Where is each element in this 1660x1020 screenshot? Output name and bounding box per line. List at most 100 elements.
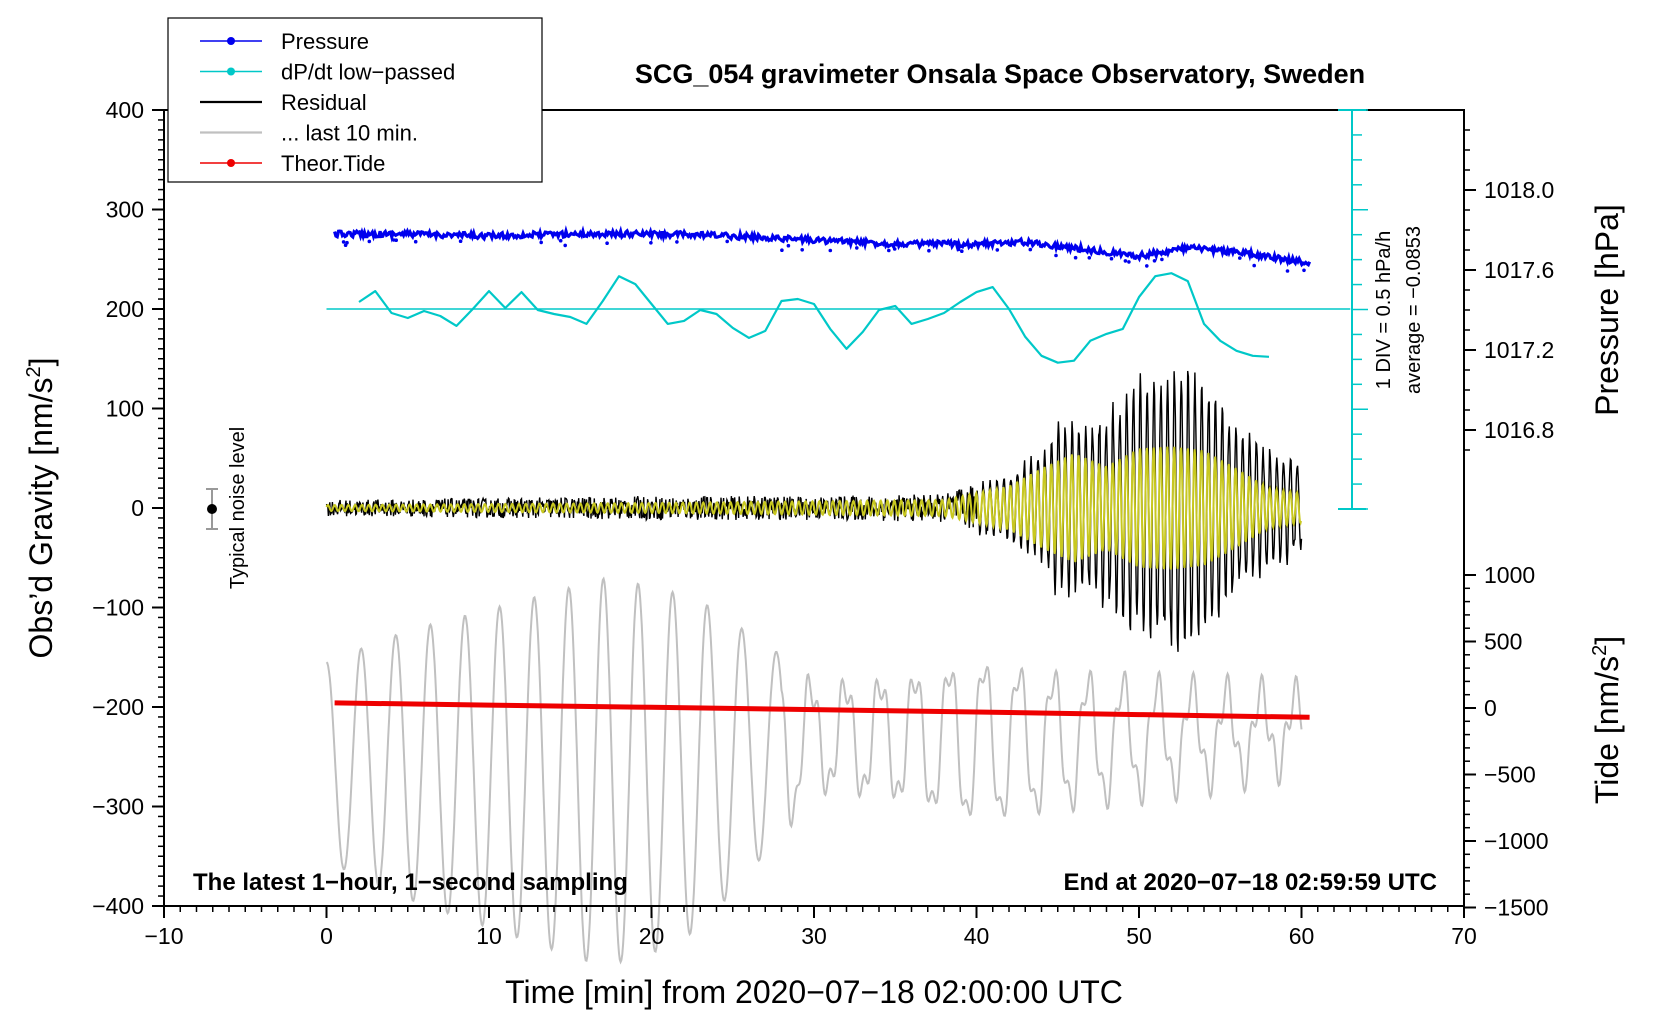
x-tick-label: 0 <box>320 923 333 949</box>
tide-tick-label: −1000 <box>1484 828 1549 854</box>
dpdt-line <box>358 272 1270 364</box>
pressure-point <box>1285 269 1290 273</box>
y-tick-label: 0 <box>131 495 144 521</box>
legend-label-3: ... last 10 min. <box>281 121 418 146</box>
pressure-point <box>927 248 931 253</box>
pressure-point <box>1238 256 1242 260</box>
pressure-point <box>1160 257 1164 262</box>
x-tick-label: 20 <box>639 923 665 949</box>
pressure-point <box>1145 264 1149 268</box>
x-tick-label: −10 <box>144 923 183 949</box>
pressure-point <box>341 240 346 244</box>
tide-axis-label-sup: 2 <box>1589 645 1611 656</box>
pressure-point <box>413 239 418 244</box>
y-tick-label: −200 <box>92 694 144 720</box>
average-label: average = −0.0853 <box>1403 226 1425 394</box>
x-axis-label: Time [min] from 2020−07−18 02:00:00 UTC <box>505 974 1123 1010</box>
x-tick-label: 60 <box>1289 923 1315 949</box>
residual-filtered-line <box>325 446 1302 570</box>
pressure-point <box>1028 247 1033 252</box>
tide-tick-label: 0 <box>1484 695 1497 721</box>
pressure-point <box>563 243 567 248</box>
legend-items: Pressure dP/dt low−passed Residual ... last… <box>200 29 455 176</box>
y-tick-label: −400 <box>92 893 144 919</box>
theoretical-tide-line <box>334 700 1310 720</box>
pressure-point <box>887 248 891 253</box>
y-tick-label: −100 <box>92 595 144 621</box>
y-axis-label: Obs’d Gravity [nm/s2] <box>23 358 59 659</box>
y-tick-label: 400 <box>106 97 144 123</box>
pressure-point <box>1127 260 1131 264</box>
pressure-point <box>394 238 399 242</box>
legend: Pressure dP/dt low−passed Residual ... last… <box>167 17 543 183</box>
div-label: 1 DIV = 0.5 hPa/h <box>1373 231 1395 389</box>
pressure-axis-label: Pressure [hPa] <box>1589 204 1625 416</box>
tide-tick-label: −500 <box>1484 762 1536 788</box>
legend-label-0: Pressure <box>281 29 369 54</box>
bottom-right-note: End at 2020−07−18 02:59:59 UTC <box>1063 869 1437 896</box>
pressure-tick-label: 1018.0 <box>1484 177 1554 203</box>
bottom-left-note: The latest 1−hour, 1−second sampling <box>193 869 628 896</box>
pressure-point <box>367 239 372 244</box>
pressure-point <box>1252 263 1256 268</box>
y-tick-label: 200 <box>106 296 144 322</box>
pressure-point <box>675 240 679 244</box>
x-axis-ticks: −10 0 10 20 30 40 50 60 70 <box>144 906 1477 949</box>
tide-axis-ticks: 1000 500 0 −500 −1000 −1500 <box>1464 562 1549 921</box>
pressure-point <box>605 241 609 245</box>
pressure-point <box>558 238 563 243</box>
pressure-point <box>725 239 729 244</box>
y-tick-label: −300 <box>92 794 144 820</box>
pressure-point <box>1302 268 1306 273</box>
pressure-point <box>1109 256 1114 261</box>
tide-tick-label: 1000 <box>1484 562 1535 588</box>
legend-label-2: Residual <box>281 90 367 115</box>
tide-tick-label: −1500 <box>1484 895 1549 921</box>
y-axis-label-end: ] <box>23 358 59 367</box>
pressure-point <box>995 248 1000 252</box>
series-layer <box>325 225 1351 965</box>
pressure-point <box>828 248 833 253</box>
pressure-point <box>1123 259 1128 263</box>
pressure-point <box>343 243 348 247</box>
pressure-point <box>786 243 791 248</box>
pressure-line <box>333 225 1312 268</box>
x-tick-label: 10 <box>476 923 502 949</box>
pressure-point <box>539 240 543 245</box>
pressure-point <box>1152 259 1157 263</box>
x-tick-label: 70 <box>1451 923 1477 949</box>
pressure-point <box>1073 255 1078 260</box>
y-axis-label-main: Obs’d Gravity [nm/s <box>23 378 59 659</box>
legend-marker-0 <box>227 37 235 45</box>
dpdt-scale-ticks <box>1338 109 1368 510</box>
pressure-point <box>780 248 784 252</box>
pressure-point <box>649 241 653 245</box>
pressure-point <box>458 239 463 243</box>
pressure-tick-label: 1017.2 <box>1484 337 1554 363</box>
x-tick-label: 30 <box>801 923 827 949</box>
tide-axis-label-end: ] <box>1589 636 1625 645</box>
pressure-tick-label: 1017.6 <box>1484 257 1554 283</box>
pressure-axis-ticks: 1018.0 1017.6 1017.2 1016.8 <box>1464 129 1554 451</box>
noise-label: Typical noise level <box>227 427 249 589</box>
pressure-point <box>892 247 897 251</box>
pressure-point <box>800 248 804 252</box>
pressure-point <box>855 246 859 250</box>
pressure-tick-label: 1016.8 <box>1484 417 1554 443</box>
legend-label-4: Theor.Tide <box>281 151 385 176</box>
y-tick-label: 300 <box>106 197 144 223</box>
y-axis-label-sup: 2 <box>23 366 45 377</box>
x-tick-label: 50 <box>1126 923 1152 949</box>
y-axis-ticks: 400 300 200 100 0 −100 −200 −300 −400 <box>92 97 164 919</box>
legend-marker-1 <box>227 67 235 76</box>
legend-box <box>167 17 543 183</box>
pressure-point <box>956 247 961 252</box>
noise-point <box>207 504 217 514</box>
pressure-point <box>1054 253 1058 258</box>
pressure-point <box>1087 255 1092 260</box>
tide-axis-label-main: Tide [nm/s <box>1589 656 1625 804</box>
tide-tick-label: 500 <box>1484 629 1522 655</box>
legend-marker-4 <box>227 159 235 167</box>
chart-title: SCG_054 gravimeter Onsala Space Observat… <box>635 59 1365 89</box>
